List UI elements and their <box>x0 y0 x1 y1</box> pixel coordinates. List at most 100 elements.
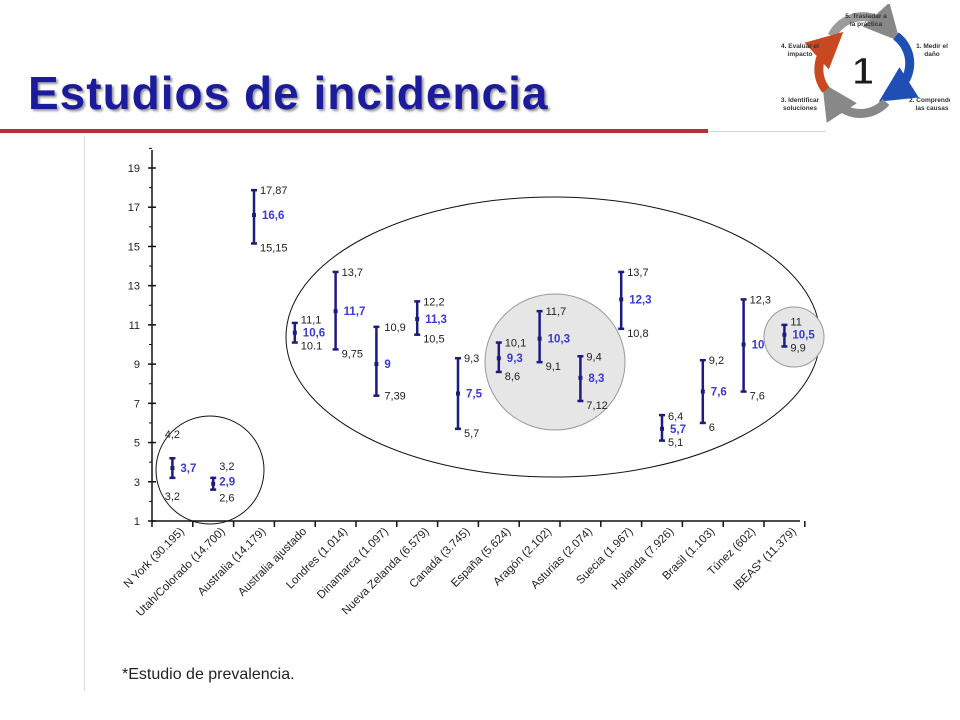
data-label-high: 10,9 <box>384 322 405 334</box>
cycle-arrow-grey-top-icon <box>827 4 901 42</box>
y-tick-label: 7 <box>134 398 140 410</box>
mean-marker <box>660 426 664 431</box>
data-label-high: 13,7 <box>627 267 648 279</box>
data-label-mean: 2,9 <box>219 477 235 489</box>
data-label-high: 9,2 <box>709 355 724 367</box>
data-label-low: 7,6 <box>750 391 765 403</box>
mean-marker <box>619 297 624 302</box>
y-tick-label: 11 <box>129 320 140 332</box>
data-label-mean: 10 <box>752 340 765 352</box>
data-label-high: 12,3 <box>750 294 771 306</box>
mean-marker <box>252 213 256 218</box>
x-tick-label: Dinamarca (1.097) <box>315 526 391 602</box>
cycle-arrow-red-icon <box>804 31 844 93</box>
data-label-mean: 10,3 <box>548 334 570 346</box>
data-label-low: 7,39 <box>384 391 405 403</box>
mean-marker <box>211 481 216 486</box>
page-title: Estudios de incidencia <box>28 67 549 119</box>
y-tick-label: 17 <box>128 202 140 214</box>
data-label-high: 6,4 <box>668 411 683 423</box>
mean-marker <box>374 362 379 367</box>
cycle-arrow-grey-bottom-icon <box>822 82 890 123</box>
data-label-low: 6 <box>709 422 715 434</box>
cycle-label-step4: 4. Evaluar el <box>781 43 819 50</box>
cycle-label-step5: la práctica <box>850 21 883 28</box>
cycle-label-step1: daño <box>924 51 940 58</box>
mean-marker <box>741 342 746 347</box>
data-label-mean: 11,7 <box>344 306 366 318</box>
data-label-high: 10,1 <box>505 338 526 350</box>
mean-marker <box>782 332 787 337</box>
highlight-circle-ibeas <box>763 306 825 368</box>
y-tick-label: 3 <box>134 477 140 489</box>
cycle-label-step3: soluciones <box>783 105 817 112</box>
mean-marker <box>578 375 583 380</box>
data-label-high: 9,3 <box>464 353 479 365</box>
highlight-ellipse-left <box>155 415 265 525</box>
mean-marker <box>415 317 420 322</box>
mean-marker <box>292 330 297 335</box>
data-label-mean: 11,3 <box>425 314 447 326</box>
data-label-low: 9,9 <box>790 343 805 355</box>
improvement-cycle-diagram: 1 5. Trasladar ala práctica 1. Medir elda… <box>781 4 950 123</box>
data-label-mean: 10,5 <box>792 330 815 342</box>
highlight-circle-spain <box>484 293 626 431</box>
data-label-low: 8,6 <box>505 371 520 383</box>
data-label-low: 2,6 <box>219 493 234 505</box>
y-tick-label: 5 <box>134 438 140 450</box>
x-tick-label: Australia (14.179) <box>196 526 269 599</box>
data-label-mean: 9 <box>384 359 390 371</box>
data-label-low: 10,8 <box>627 328 648 340</box>
mean-marker <box>456 391 460 396</box>
data-label-low: 15,15 <box>260 243 288 255</box>
y-tick-label: 19 <box>128 163 140 175</box>
mean-marker <box>170 466 175 471</box>
mean-marker <box>333 309 338 314</box>
title-underline <box>0 129 708 133</box>
data-label-mean: 7,6 <box>711 387 727 399</box>
data-label-high: 4,2 <box>165 429 180 441</box>
data-label-low: 9,1 <box>546 361 561 373</box>
data-label-high: 12,2 <box>423 296 444 308</box>
data-label-mean: 9,3 <box>507 353 523 365</box>
slide-frame-line <box>84 136 85 691</box>
data-label-mean: 10,6 <box>303 328 325 340</box>
data-label-low: 7,12 <box>586 400 607 412</box>
data-label-high: 17,87 <box>260 185 288 197</box>
cycle-label-step5: 5. Trasladar a <box>845 13 887 20</box>
data-label-low: 5,7 <box>464 428 479 440</box>
data-label-low: 3,2 <box>165 491 180 503</box>
data-label-mean: 8,3 <box>588 373 604 385</box>
data-label-low: 5,1 <box>668 437 683 449</box>
data-label-high: 11,1 <box>301 315 322 327</box>
mean-marker <box>496 356 501 361</box>
data-label-mean: 12,3 <box>629 294 651 306</box>
y-tick-label: 15 <box>128 241 140 253</box>
y-tick-label: 9 <box>134 359 140 371</box>
y-tick-label: 13 <box>128 281 140 293</box>
mean-marker <box>537 336 542 341</box>
cycle-label-step2: las causas <box>916 105 949 112</box>
data-label-high: 9,4 <box>586 351 601 363</box>
x-tick-label: Australia ajustado <box>236 526 309 599</box>
data-label-mean: 5,7 <box>670 424 686 436</box>
cycle-label-step3: 3. Identificar <box>781 97 820 104</box>
cycle-number: 1 <box>852 51 873 93</box>
cycle-arrow-blue-icon <box>878 32 919 102</box>
data-label-low: 9,75 <box>342 348 363 360</box>
cycle-label-step4: impacto <box>788 51 813 58</box>
y-tick-label: 1 <box>134 516 140 528</box>
cycle-label-step2: 2. Comprender <box>909 97 950 104</box>
data-label-low: 10.1 <box>301 341 322 353</box>
mean-marker <box>700 389 705 394</box>
data-label-mean: 16,6 <box>262 210 284 222</box>
data-label-mean: 7,5 <box>466 389 483 401</box>
data-label-mean: 3,7 <box>180 463 196 475</box>
data-label-high: 13,7 <box>342 267 363 279</box>
data-label-high: 3,2 <box>219 461 234 473</box>
footnote: *Estudio de prevalencia. <box>122 666 295 683</box>
data-label-high: 11,7 <box>546 306 567 318</box>
data-label-low: 10,5 <box>423 334 444 346</box>
cycle-label-step1: 1. Medir el <box>916 43 948 50</box>
